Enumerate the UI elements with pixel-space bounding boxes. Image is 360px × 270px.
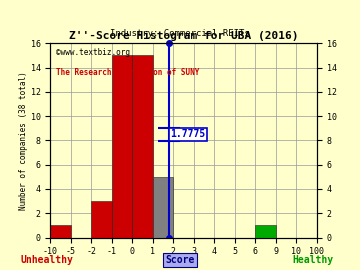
- Text: Score: Score: [165, 255, 195, 265]
- Bar: [132, 55, 153, 238]
- Text: Unhealthy: Unhealthy: [21, 255, 73, 265]
- Y-axis label: Number of companies (38 total): Number of companies (38 total): [19, 71, 28, 210]
- Bar: [91, 201, 112, 238]
- Text: 1.7775: 1.7775: [170, 129, 206, 139]
- Bar: [153, 177, 174, 238]
- Title: Z''-Score Histogram for UBA (2016): Z''-Score Histogram for UBA (2016): [69, 31, 298, 41]
- Bar: [50, 225, 71, 238]
- Text: The Research Foundation of SUNY: The Research Foundation of SUNY: [56, 68, 199, 76]
- Bar: [112, 55, 132, 238]
- Bar: [255, 225, 276, 238]
- Text: ©www.textbiz.org: ©www.textbiz.org: [56, 48, 130, 57]
- Text: Industry: Commercial REITs: Industry: Commercial REITs: [110, 29, 250, 38]
- Text: Healthy: Healthy: [293, 255, 334, 265]
